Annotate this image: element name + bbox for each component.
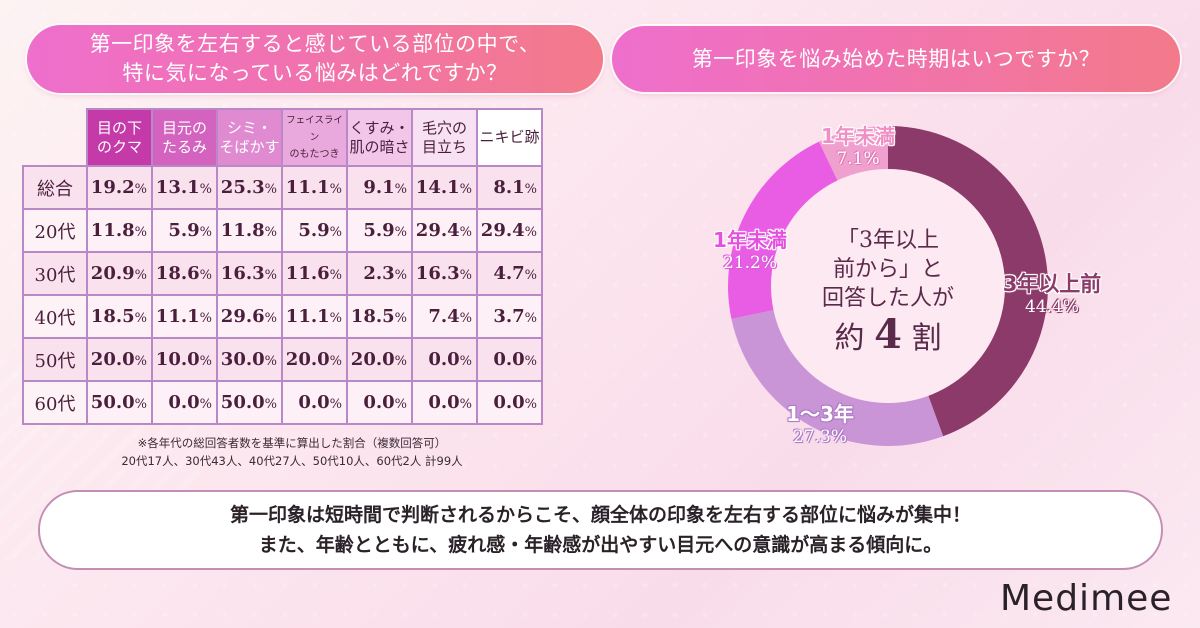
- label-1-3yr-pct: 27.3%: [792, 427, 847, 447]
- table-cell: 5.9%: [346, 208, 413, 253]
- table-body: 総合 19.2% 13.1% 25.3% 11.1% 9.1% 14.1% 8.1% 20代 11…: [22, 165, 543, 425]
- table-row: 60代 50.0% 0.0% 50.0% 0.0% 0.0% 0.0% 0.0%: [22, 380, 543, 425]
- table-cell: 3.7%: [476, 294, 543, 339]
- table-cell: 11.6%: [281, 251, 348, 296]
- table-cell: 2.3%: [346, 251, 413, 296]
- label-3yr-plus: 3年以上前 44.4%: [982, 272, 1122, 318]
- table-cell: 29.4%: [411, 208, 478, 253]
- concerns-table: 目の下 のクマ 目元の たるみ シミ・ そばかす フェイスライン のもたつき くすみ・ 肌の暗さ毛…: [22, 108, 543, 425]
- table-cell: 20.0%: [281, 337, 348, 382]
- table-footnote: ※各年代の総回答者数を基準に算出した割合（複数回答可） 20代17人、30代43…: [82, 434, 502, 470]
- table-cell: 11.1%: [281, 294, 348, 339]
- footnote-line1: ※各年代の総回答者数を基準に算出した割合（複数回答可）: [137, 436, 447, 450]
- medimee-logo: Medimee: [1000, 578, 1173, 619]
- label-1-3yr: 1〜3年 27.3%: [770, 402, 870, 448]
- table-cell: 13.1%: [151, 165, 218, 210]
- table-header-row: 目の下 のクマ 目元の たるみ シミ・ そばかす フェイスライン のもたつき くすみ・ 肌の暗さ毛…: [23, 108, 543, 167]
- center-line3: 回答した人が: [821, 286, 954, 311]
- conclusion-line2: また、年齢とともに、疲れ感・年齢感が出やすい目元への意識が高まる傾向に。: [258, 534, 943, 556]
- table-cell: 11.8%: [86, 208, 153, 253]
- center-number: 4: [874, 311, 902, 358]
- row-label: 総合: [22, 165, 88, 210]
- table-cell: 0.0%: [411, 380, 478, 425]
- table-cell: 18.6%: [151, 251, 218, 296]
- table-cell: 11.1%: [151, 294, 218, 339]
- table-cell: 11.1%: [281, 165, 348, 210]
- table-cell: 50.0%: [216, 380, 283, 425]
- table-cell: 29.6%: [216, 294, 283, 339]
- table-cell: 9.1%: [346, 165, 413, 210]
- row-label: 30代: [22, 251, 88, 296]
- left-question-line1: 第一印象を左右すると感じている部位の中で、: [89, 32, 541, 56]
- table-cell: 50.0%: [86, 380, 153, 425]
- table-row: 50代 20.0% 10.0% 30.0% 20.0% 20.0% 0.0% 0.0%: [22, 337, 543, 382]
- table-cell: 8.1%: [476, 165, 543, 210]
- center-highlight: 約 4 割: [834, 311, 942, 358]
- label-under-1yr-small-title: 1年未満: [821, 124, 895, 148]
- column-header: ニキビ跡: [476, 108, 543, 167]
- table-cell: 16.3%: [411, 251, 478, 296]
- table-cell: 20.0%: [346, 337, 413, 382]
- table-cell: 20.9%: [86, 251, 153, 296]
- label-under-1yr-small: 1年未満 7.1%: [808, 124, 908, 170]
- table-row: 30代 20.9% 18.6% 16.3% 11.6% 2.3% 16.3% 4.7%: [22, 251, 543, 296]
- label-3yr-plus-pct: 44.4%: [1024, 297, 1079, 317]
- table-row: 20代 11.8% 5.9% 11.8% 5.9% 5.9% 29.4% 29.4%: [22, 208, 543, 253]
- right-question-text: 第一印象を悩み始めた時期はいつですか？: [691, 46, 1101, 71]
- row-label: 20代: [22, 208, 88, 253]
- table-cell: 16.3%: [216, 251, 283, 296]
- row-label: 40代: [22, 294, 88, 339]
- column-header: くすみ・ 肌の暗さ: [346, 108, 413, 167]
- table-cell: 0.0%: [476, 337, 543, 382]
- label-3yr-plus-title: 3年以上前: [1002, 272, 1102, 296]
- table-cell: 29.4%: [476, 208, 543, 253]
- table-cell: 7.4%: [411, 294, 478, 339]
- table-cell: 14.1%: [411, 165, 478, 210]
- table-cell: 5.9%: [281, 208, 348, 253]
- column-header: 目の下 のクマ: [86, 108, 153, 167]
- right-question-banner: 第一印象を悩み始めた時期はいつですか？: [612, 26, 1180, 92]
- row-label: 60代: [22, 380, 88, 425]
- table-cell: 0.0%: [346, 380, 413, 425]
- donut-hole: [771, 169, 1005, 403]
- label-under-1yr: 1年未満 21.2%: [700, 228, 800, 274]
- donut-center-annotation: 「3年以上 前から」と 回答した人が 約 4 割: [808, 226, 968, 361]
- table-row: 40代 18.5% 11.1% 29.6% 11.1% 18.5% 7.4% 3.7%: [22, 294, 543, 339]
- row-label: 50代: [22, 337, 88, 382]
- label-under-1yr-title: 1年未満: [713, 228, 787, 252]
- table-cell: 18.5%: [86, 294, 153, 339]
- table-cell: 0.0%: [476, 380, 543, 425]
- table-cell: 25.3%: [216, 165, 283, 210]
- left-question-line2: 特に気になっている悩みはどれですか？: [122, 61, 508, 85]
- table-cell: 19.2%: [86, 165, 153, 210]
- table-cell: 11.8%: [216, 208, 283, 253]
- label-under-1yr-small-pct: 7.1%: [836, 149, 880, 169]
- table-cell: 0.0%: [151, 380, 218, 425]
- center-line1: 「3年以上: [837, 228, 939, 253]
- table-cell: 0.0%: [411, 337, 478, 382]
- table-cell: 30.0%: [216, 337, 283, 382]
- table-cell: 0.0%: [281, 380, 348, 425]
- left-question-banner: 第一印象を左右すると感じている部位の中で、 特に気になっている悩みはどれですか？: [27, 25, 603, 93]
- table-cell: 20.0%: [86, 337, 153, 382]
- label-1-3yr-title: 1〜3年: [786, 402, 854, 426]
- column-header: フェイスライン のもたつき: [281, 108, 348, 167]
- table-cell: 10.0%: [151, 337, 218, 382]
- column-header: 目元の たるみ: [151, 108, 218, 167]
- conclusion-line1: 第一印象は短時間で判断されるからこそ、顔全体の印象を左右する部位に悩みが集中！: [229, 504, 971, 526]
- column-header: 毛穴の 目立ち: [411, 108, 478, 167]
- table-row: 総合 19.2% 13.1% 25.3% 11.1% 9.1% 14.1% 8.1%: [22, 165, 543, 210]
- column-header: シミ・ そばかす: [216, 108, 283, 167]
- table-cell: 18.5%: [346, 294, 413, 339]
- center-line2: 前から」と: [832, 257, 943, 282]
- table-cell: 4.7%: [476, 251, 543, 296]
- table-cell: 5.9%: [151, 208, 218, 253]
- footnote-line2: 20代17人、30代43人、40代27人、50代10人、60代2人 計99人: [121, 454, 463, 468]
- conclusion-box: 第一印象は短時間で判断されるからこそ、顔全体の印象を左右する部位に悩みが集中！ …: [38, 490, 1163, 570]
- label-under-1yr-pct: 21.2%: [722, 253, 777, 273]
